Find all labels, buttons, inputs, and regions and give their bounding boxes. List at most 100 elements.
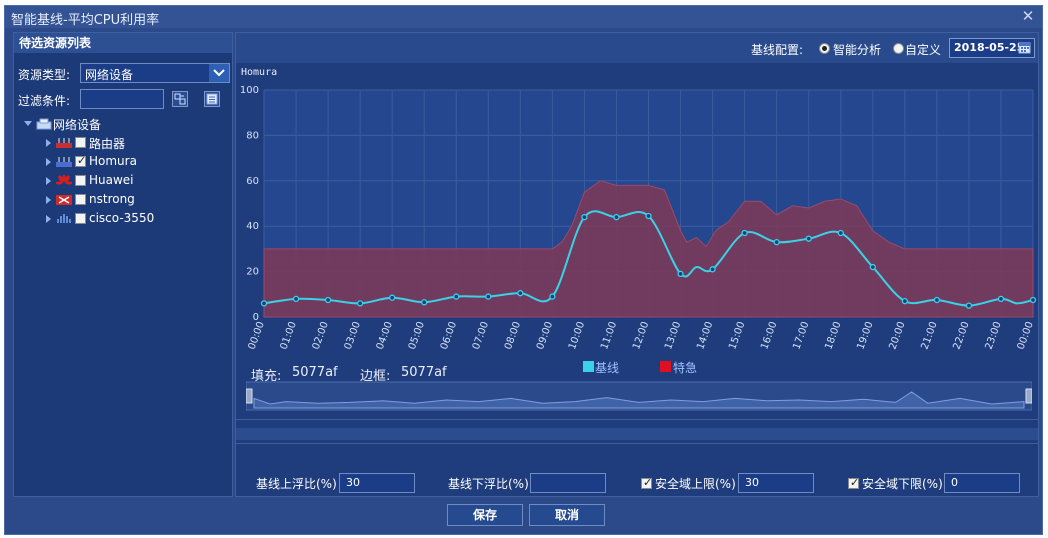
border-value: 5077af — [401, 365, 447, 380]
legend-label-baseline[interactable]: 基线 — [595, 361, 620, 375]
tree-filter-icon[interactable] — [172, 91, 188, 107]
expand-right-icon[interactable] — [46, 158, 51, 166]
data-point[interactable] — [965, 302, 973, 309]
x-tick-label: 20:00 — [887, 320, 907, 351]
x-tick-label: 10:00 — [567, 320, 587, 351]
legend-swatch-urgent[interactable] — [660, 361, 671, 372]
legend-swatch-baseline[interactable] — [583, 361, 594, 372]
tree-item-label: cisco-3550 — [89, 211, 155, 225]
data-point[interactable] — [741, 229, 748, 237]
data-point[interactable] — [453, 293, 460, 300]
navigator-handle-left[interactable] — [246, 388, 253, 404]
baseline-chart: Homura 0 20 40 60 80 100 00:00 01:00 02:00 03:00… — [240, 67, 1037, 351]
filter-input[interactable] — [80, 89, 164, 109]
y-tick-label: 100 — [240, 85, 259, 96]
x-tick-label: 23:00 — [984, 320, 1004, 351]
baseline-config-label: 基线配置: — [751, 43, 804, 57]
divider — [236, 419, 1038, 420]
divider — [236, 443, 1038, 444]
x-tick-label: 12:00 — [631, 320, 651, 351]
resource-type-label: 资源类型: — [18, 68, 71, 82]
data-point[interactable] — [517, 290, 524, 297]
navigator-handle-right[interactable] — [1025, 388, 1032, 404]
data-point[interactable] — [709, 266, 716, 273]
data-point[interactable] — [613, 213, 620, 221]
chevron-down-icon[interactable] — [209, 64, 229, 82]
resource-type-select[interactable]: 网络设备 — [80, 63, 230, 83]
expand-down-icon[interactable] — [24, 121, 32, 126]
safe-upper-input[interactable]: 30 — [738, 473, 814, 493]
data-point[interactable] — [901, 297, 908, 305]
lower-float-input[interactable] — [530, 473, 606, 493]
expand-right-icon[interactable] — [46, 177, 51, 185]
data-point[interactable] — [549, 293, 556, 300]
data-point[interactable] — [869, 263, 876, 271]
safe-lower-label: 安全域下限(%) — [862, 477, 943, 491]
checkbox[interactable] — [75, 137, 86, 148]
list-icon[interactable] — [204, 91, 220, 107]
data-point[interactable] — [773, 238, 780, 246]
cancel-button[interactable]: 取消 — [529, 504, 605, 526]
data-point[interactable] — [324, 296, 332, 304]
x-tick-label: 00:00 — [247, 320, 267, 351]
scrollbar-track[interactable] — [236, 428, 1038, 440]
close-icon[interactable]: ✕ — [1021, 7, 1035, 25]
expand-right-icon[interactable] — [46, 139, 51, 147]
x-tick-label: 13:00 — [663, 320, 683, 351]
checkbox[interactable] — [75, 213, 86, 224]
tree-item-huawei[interactable]: Huawei — [42, 172, 222, 190]
checkbox-checked[interactable]: ✓ — [75, 154, 87, 167]
tree-root[interactable]: 网络设备 — [22, 115, 222, 133]
radio-smart-analysis[interactable] — [819, 43, 830, 54]
data-point[interactable] — [356, 300, 364, 307]
baseline-toolbar: 基线配置: 智能分析 自定义 2018-05-25 — [236, 33, 1038, 63]
data-point[interactable] — [292, 295, 300, 302]
range-navigator[interactable] — [246, 381, 1032, 411]
safe-upper-checkbox[interactable]: ✓ — [641, 476, 653, 489]
data-point[interactable] — [677, 270, 684, 278]
data-point[interactable] — [389, 294, 396, 301]
safe-lower-input[interactable]: 0 — [944, 473, 1020, 493]
data-point[interactable] — [260, 300, 268, 307]
tree-item-homura[interactable]: ✓ Homura — [42, 153, 222, 171]
radio-custom[interactable] — [893, 43, 904, 54]
expand-right-icon[interactable] — [46, 196, 51, 204]
data-point[interactable] — [837, 229, 844, 237]
data-point[interactable] — [933, 296, 941, 304]
save-button[interactable]: 保存 — [447, 504, 523, 526]
huawei-logo-icon — [55, 174, 73, 187]
checkbox[interactable] — [75, 194, 86, 205]
nstrong-logo-icon — [56, 194, 72, 206]
data-point[interactable] — [805, 235, 812, 242]
safe-lower-checkbox[interactable]: ✓ — [848, 476, 860, 489]
expand-right-icon[interactable] — [46, 215, 51, 223]
y-tick-label: 80 — [246, 130, 259, 141]
legend-label-urgent[interactable]: 特急 — [673, 361, 698, 375]
data-point[interactable] — [485, 293, 492, 300]
tree-item-router[interactable]: 路由器 — [42, 134, 222, 152]
calendar-icon[interactable] — [1018, 41, 1031, 57]
data-point[interactable] — [581, 213, 588, 221]
checkbox[interactable] — [75, 175, 86, 186]
smart-analysis-label[interactable]: 智能分析 — [833, 43, 882, 57]
title-bar[interactable]: 智能基线-平均CPU利用率 ✕ — [5, 6, 1042, 28]
router-icon — [56, 137, 72, 149]
chart-line — [260, 210, 1037, 309]
device-icon — [56, 156, 72, 168]
data-point[interactable] — [997, 295, 1005, 302]
network-folder-icon — [36, 118, 52, 130]
data-point[interactable] — [421, 299, 428, 306]
data-point[interactable] — [1029, 296, 1037, 304]
chart-area — [263, 180, 1034, 318]
x-tick-label: 06:00 — [439, 320, 459, 351]
navigator-series — [253, 391, 1025, 409]
custom-label[interactable]: 自定义 — [905, 43, 942, 57]
tree-item-cisco[interactable]: cisco-3550 — [42, 210, 222, 228]
x-tick-label: 18:00 — [823, 320, 843, 351]
tree-item-nstrong[interactable]: nstrong — [42, 191, 222, 209]
x-tick-label: 21:00 — [919, 320, 939, 351]
date-field[interactable]: 2018-05-25 — [949, 38, 1035, 58]
upper-float-input[interactable]: 30 — [339, 473, 415, 493]
data-point[interactable] — [645, 212, 652, 220]
x-tick-label: 04:00 — [375, 320, 395, 351]
